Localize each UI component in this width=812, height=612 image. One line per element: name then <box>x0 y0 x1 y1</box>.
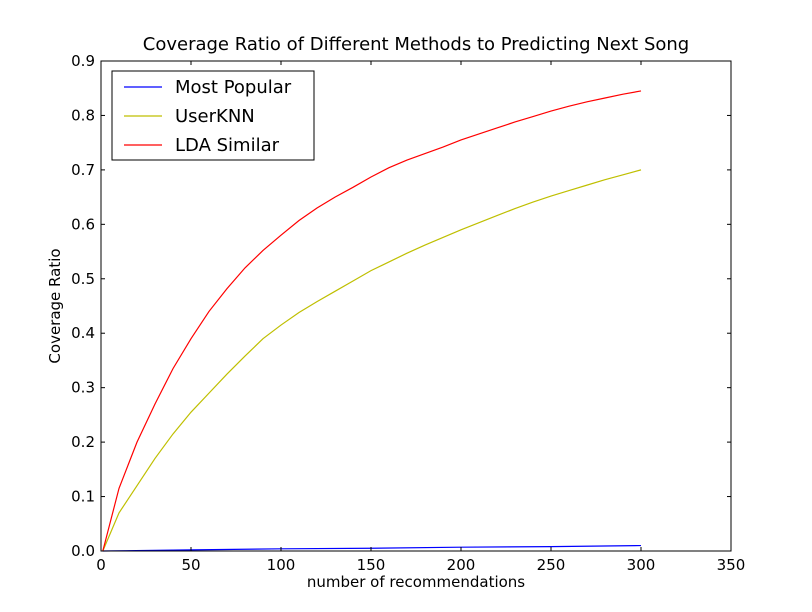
legend-label-0: Most Popular <box>175 77 292 98</box>
y-tick-label: 0.5 <box>71 270 95 288</box>
x-tick-label: 100 <box>267 556 296 574</box>
y-tick-label: 0.1 <box>71 488 95 506</box>
series-line-2 <box>102 90 642 552</box>
series-line-0 <box>102 544 642 552</box>
y-tick-label: 0.6 <box>71 215 95 233</box>
legend-label-1: UserKNN <box>175 106 255 127</box>
y-tick-label: 0.9 <box>71 52 95 70</box>
x-tick-label: 200 <box>447 556 476 574</box>
y-tick-label: 0.4 <box>71 324 95 342</box>
series-line-1 <box>102 169 642 552</box>
x-tick-label: 150 <box>357 556 386 574</box>
y-tick-label: 0.7 <box>71 161 95 179</box>
y-tick-label: 0.2 <box>71 433 95 451</box>
chart-title: Coverage Ratio of Different Methods to P… <box>143 34 689 55</box>
y-tick-label: 0.0 <box>71 542 95 560</box>
x-tick-label: 300 <box>627 556 656 574</box>
plot-area: 0 50 100 150 200 250 300 350 0.0 0.1 0.2 0.3 0.4 0.5 0… <box>71 52 745 574</box>
legend: Most Popular UserKNN LDA Similar <box>111 70 315 161</box>
x-tick-label: 50 <box>181 556 200 574</box>
x-tick-label: 350 <box>717 556 746 574</box>
plot-frame <box>100 60 732 552</box>
x-tick-label: 250 <box>537 556 566 574</box>
y-tick-label: 0.3 <box>71 379 95 397</box>
legend-label-2: LDA Similar <box>175 135 280 156</box>
y-axis-label: Coverage Ratio <box>46 248 64 363</box>
x-tick-label: 0 <box>96 556 106 574</box>
x-axis-label: number of recommendations <box>307 573 525 591</box>
y-tick-label: 0.8 <box>71 106 95 124</box>
